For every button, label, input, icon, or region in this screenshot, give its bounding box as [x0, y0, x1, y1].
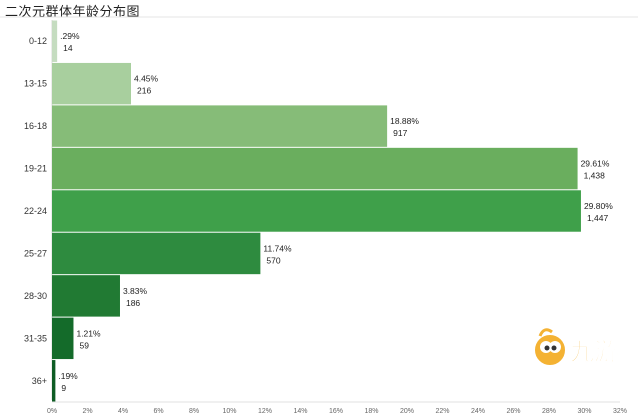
bar-16-18 [52, 105, 388, 147]
jiuyou-logo: 九游 [533, 328, 618, 367]
x-tick-label: 32% [613, 408, 627, 415]
category-label: 28-30 [24, 291, 47, 301]
bar-31-35 [52, 317, 74, 360]
chart-title: 二次元群体年龄分布图 [5, 5, 141, 20]
category-label: 0-12 [29, 36, 47, 46]
count-label: 186 [126, 298, 140, 308]
percent-label: 18.88% [390, 116, 419, 126]
category-label: 19-21 [24, 164, 47, 174]
count-label: 14 [63, 43, 73, 53]
x-tick-label: 14% [293, 408, 307, 415]
x-tick-label: 20% [400, 408, 414, 415]
category-label: 22-24 [24, 206, 47, 216]
bar-0-12 [52, 20, 58, 62]
category-label: 13-15 [24, 79, 47, 89]
x-tick-label: 24% [471, 408, 485, 415]
count-label: 917 [393, 128, 407, 138]
bar-group [52, 20, 581, 402]
count-label: 570 [266, 255, 280, 265]
x-tick-label: 8% [189, 408, 199, 415]
x-tick-label: 12% [258, 408, 272, 415]
logo-text: 九游 [569, 338, 618, 366]
percent-label: 29.61% [581, 159, 610, 169]
x-tick-label: 4% [118, 408, 128, 415]
bar-22-24 [52, 190, 581, 232]
percent-label: 1.21% [76, 328, 101, 338]
bar-13-15 [52, 62, 131, 105]
bar-36+ [52, 360, 56, 402]
bar-19-21 [52, 147, 578, 190]
x-tick-label: 16% [329, 408, 343, 415]
category-label: 25-27 [24, 248, 47, 258]
count-label: 59 [79, 340, 89, 350]
percent-label: .19% [58, 371, 78, 381]
category-label: 16-18 [24, 121, 47, 131]
count-label: 1,438 [584, 171, 606, 181]
x-tick-label: 2% [82, 408, 92, 415]
percent-label: 11.74% [263, 243, 292, 253]
x-tick-label: 18% [364, 408, 378, 415]
x-tick-label: 6% [153, 408, 163, 415]
label-group: 0-12 .29% 14 13-15 4.45% 216 16-18 18.88% 917 19-… [24, 31, 613, 393]
percent-label: 29.80% [584, 201, 613, 211]
mascot-icon [533, 328, 567, 367]
count-label: 216 [137, 86, 151, 96]
x-tick-label: 28% [542, 408, 556, 415]
bar-28-30 [52, 275, 120, 317]
x-tick-label: 10% [222, 408, 236, 415]
percent-label: 3.83% [123, 286, 148, 296]
x-tick-label: 26% [506, 408, 520, 415]
bar-25-27 [52, 232, 261, 275]
x-tick-group: 0% 2% 4% 6% 8% 10% 12% 14% 16% 18% 20% 22% 24% 26% 28%… [47, 408, 627, 415]
category-label: 36+ [32, 376, 47, 386]
percent-label: .29% [60, 31, 80, 41]
count-label: 9 [61, 383, 66, 393]
x-tick-label: 0% [47, 408, 57, 415]
x-tick-label: 30% [577, 408, 591, 415]
x-tick-label: 22% [435, 408, 449, 415]
count-label: 1,447 [587, 213, 609, 223]
category-label: 31-35 [24, 333, 47, 343]
percent-label: 4.45% [134, 74, 159, 84]
